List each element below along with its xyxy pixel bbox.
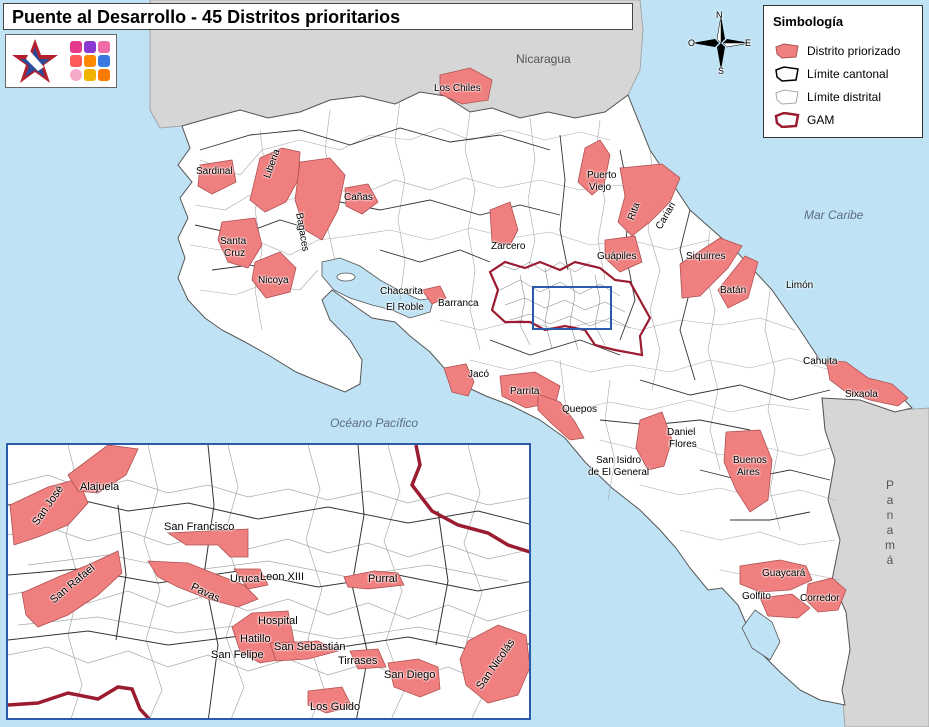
title-box: Puente al Desarrollo - 45 Distritos prio… <box>3 3 633 30</box>
inset-label-san-sebastian: San Sebastián <box>274 641 346 653</box>
inset-label-hatillo: Hatillo <box>240 633 271 645</box>
label-chacarita: Chacarita <box>380 286 423 297</box>
label-canas: Cañas <box>344 192 373 203</box>
priority-districts <box>197 67 909 619</box>
legend-item-district: Límite distrital <box>807 90 882 104</box>
label-zarcero: Zarcero <box>491 241 526 252</box>
inset-label-hospital: Hospital <box>258 615 298 627</box>
label-guaycara: Guaycará <box>762 568 806 579</box>
label-nicoya: Nicoya <box>258 275 289 286</box>
label-buenos-aires-1: Buenos <box>733 455 767 466</box>
label-santa-cruz-1: Santa <box>220 236 247 247</box>
label-nicaragua: Nicaragua <box>516 52 571 66</box>
label-panama: P a n a m á <box>885 478 895 567</box>
label-quepos: Quepos <box>562 404 598 415</box>
label-sardinal: Sardinal <box>196 166 233 177</box>
inset-label-san-felipe: San Felipe <box>211 649 264 661</box>
label-los-chiles: Los Chiles <box>434 83 481 94</box>
legend: Simbología Distrito priorizado Límite ca… <box>763 5 923 138</box>
legend-title: Simbología <box>773 14 844 29</box>
inset-label-purral: Purral <box>368 573 398 585</box>
label-batan: Batán <box>720 285 747 296</box>
compass-rose-icon <box>692 15 751 70</box>
label-san-isidro-1: San Isidro <box>596 455 642 466</box>
inset-label-los-guido: Los Guido <box>310 701 361 713</box>
label-golfito: Golfito <box>742 591 771 602</box>
inset-locator <box>532 286 612 330</box>
label-caribbean: Mar Caribe <box>804 208 864 222</box>
inset-label-san-diego: San Diego <box>384 669 436 681</box>
gam-outline <box>488 260 652 357</box>
inset-label-alajuela: Alajuela <box>80 481 120 493</box>
label-jaco: Jacó <box>468 369 490 380</box>
label-limon: Limón <box>786 280 814 291</box>
compass-e: E <box>745 38 752 48</box>
label-buenos-aires-2: Aires <box>737 467 760 478</box>
gam-inset-map: San José Alajuela San Francisco San Rafa… <box>6 443 531 720</box>
label-barranca: Barranca <box>438 298 479 309</box>
label-guapiles: Guápiles <box>597 251 637 262</box>
inset-label-leon-xiii: Leon XIII <box>260 571 305 583</box>
compass-o: O <box>688 38 696 48</box>
logo-box <box>5 34 117 88</box>
inset-label-uruca: Uruca <box>230 573 260 585</box>
label-daniel-flores-1: Daniel <box>667 427 696 438</box>
label-el-roble: El Roble <box>386 302 424 313</box>
golfo-dulce <box>741 609 781 661</box>
label-daniel-flores-2: Flores <box>669 439 697 450</box>
label-siquirres: Siquirres <box>686 251 726 262</box>
inset-label-san-francisco: San Francisco <box>164 521 235 533</box>
legend-item-gam: GAM <box>807 113 835 127</box>
gray-outline-icon <box>775 89 799 105</box>
map-title: Puente al Desarrollo - 45 Distritos prio… <box>12 7 401 27</box>
canton-boundaries <box>194 127 831 521</box>
label-parrita: Parrita <box>510 386 540 397</box>
star-logo-icon <box>12 39 58 83</box>
label-corredor: Corredor <box>800 593 840 604</box>
legend-item-canton: Límite cantonal <box>807 67 889 81</box>
label-sixaola: Sixaola <box>845 389 878 400</box>
label-santa-cruz-2: Cruz <box>224 248 246 259</box>
label-puerto-viejo-2: Viejo <box>589 182 612 193</box>
compass-s: S <box>718 66 725 76</box>
compass-n: N <box>716 10 723 20</box>
red-outline-icon <box>774 112 800 128</box>
label-cahuita: Cahuita <box>803 356 838 367</box>
label-pacific: Océano Pacífico <box>330 416 419 430</box>
black-outline-icon <box>775 66 799 82</box>
pink-fill-icon <box>775 43 799 59</box>
legend-item-priority: Distrito priorizado <box>807 44 901 58</box>
inset-label-tirrases: Tirrases <box>338 655 378 667</box>
label-san-isidro-2: de El General <box>588 467 650 478</box>
label-puerto-viejo-1: Puerto <box>587 170 617 181</box>
mosaic-logo-icon <box>70 41 110 81</box>
